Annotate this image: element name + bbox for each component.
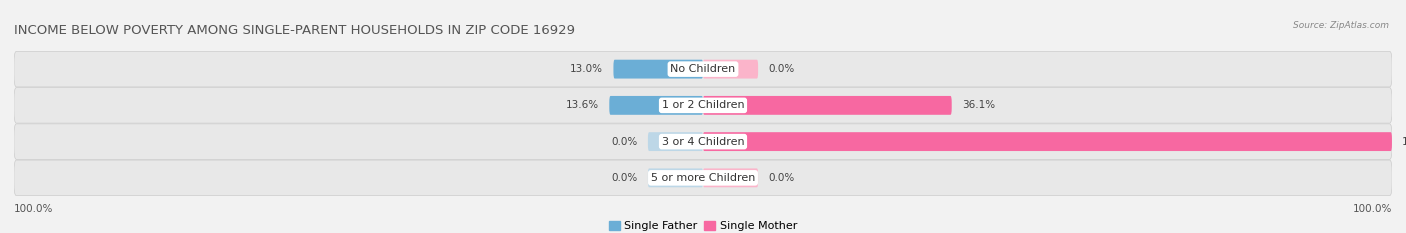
Text: 3 or 4 Children: 3 or 4 Children xyxy=(662,137,744,147)
Text: 0.0%: 0.0% xyxy=(769,173,794,183)
FancyBboxPatch shape xyxy=(609,96,703,115)
Text: 0.0%: 0.0% xyxy=(769,64,794,74)
FancyBboxPatch shape xyxy=(14,51,1392,87)
FancyBboxPatch shape xyxy=(703,132,1392,151)
Text: 0.0%: 0.0% xyxy=(612,137,637,147)
Text: 100.0%: 100.0% xyxy=(1402,137,1406,147)
Text: 100.0%: 100.0% xyxy=(14,204,53,214)
FancyBboxPatch shape xyxy=(703,168,758,187)
FancyBboxPatch shape xyxy=(648,132,703,151)
Text: 13.0%: 13.0% xyxy=(569,64,603,74)
Text: INCOME BELOW POVERTY AMONG SINGLE-PARENT HOUSEHOLDS IN ZIP CODE 16929: INCOME BELOW POVERTY AMONG SINGLE-PARENT… xyxy=(14,24,575,37)
Text: 36.1%: 36.1% xyxy=(962,100,995,110)
Text: 1 or 2 Children: 1 or 2 Children xyxy=(662,100,744,110)
FancyBboxPatch shape xyxy=(613,60,703,79)
Text: Source: ZipAtlas.com: Source: ZipAtlas.com xyxy=(1294,21,1389,30)
FancyBboxPatch shape xyxy=(648,168,703,187)
FancyBboxPatch shape xyxy=(703,60,758,79)
Legend: Single Father, Single Mother: Single Father, Single Mother xyxy=(605,216,801,233)
FancyBboxPatch shape xyxy=(703,96,952,115)
FancyBboxPatch shape xyxy=(14,124,1392,159)
FancyBboxPatch shape xyxy=(14,88,1392,123)
Text: 13.6%: 13.6% xyxy=(565,100,599,110)
Text: 100.0%: 100.0% xyxy=(1353,204,1392,214)
Text: No Children: No Children xyxy=(671,64,735,74)
Text: 5 or more Children: 5 or more Children xyxy=(651,173,755,183)
Text: 0.0%: 0.0% xyxy=(612,173,637,183)
FancyBboxPatch shape xyxy=(14,160,1392,196)
